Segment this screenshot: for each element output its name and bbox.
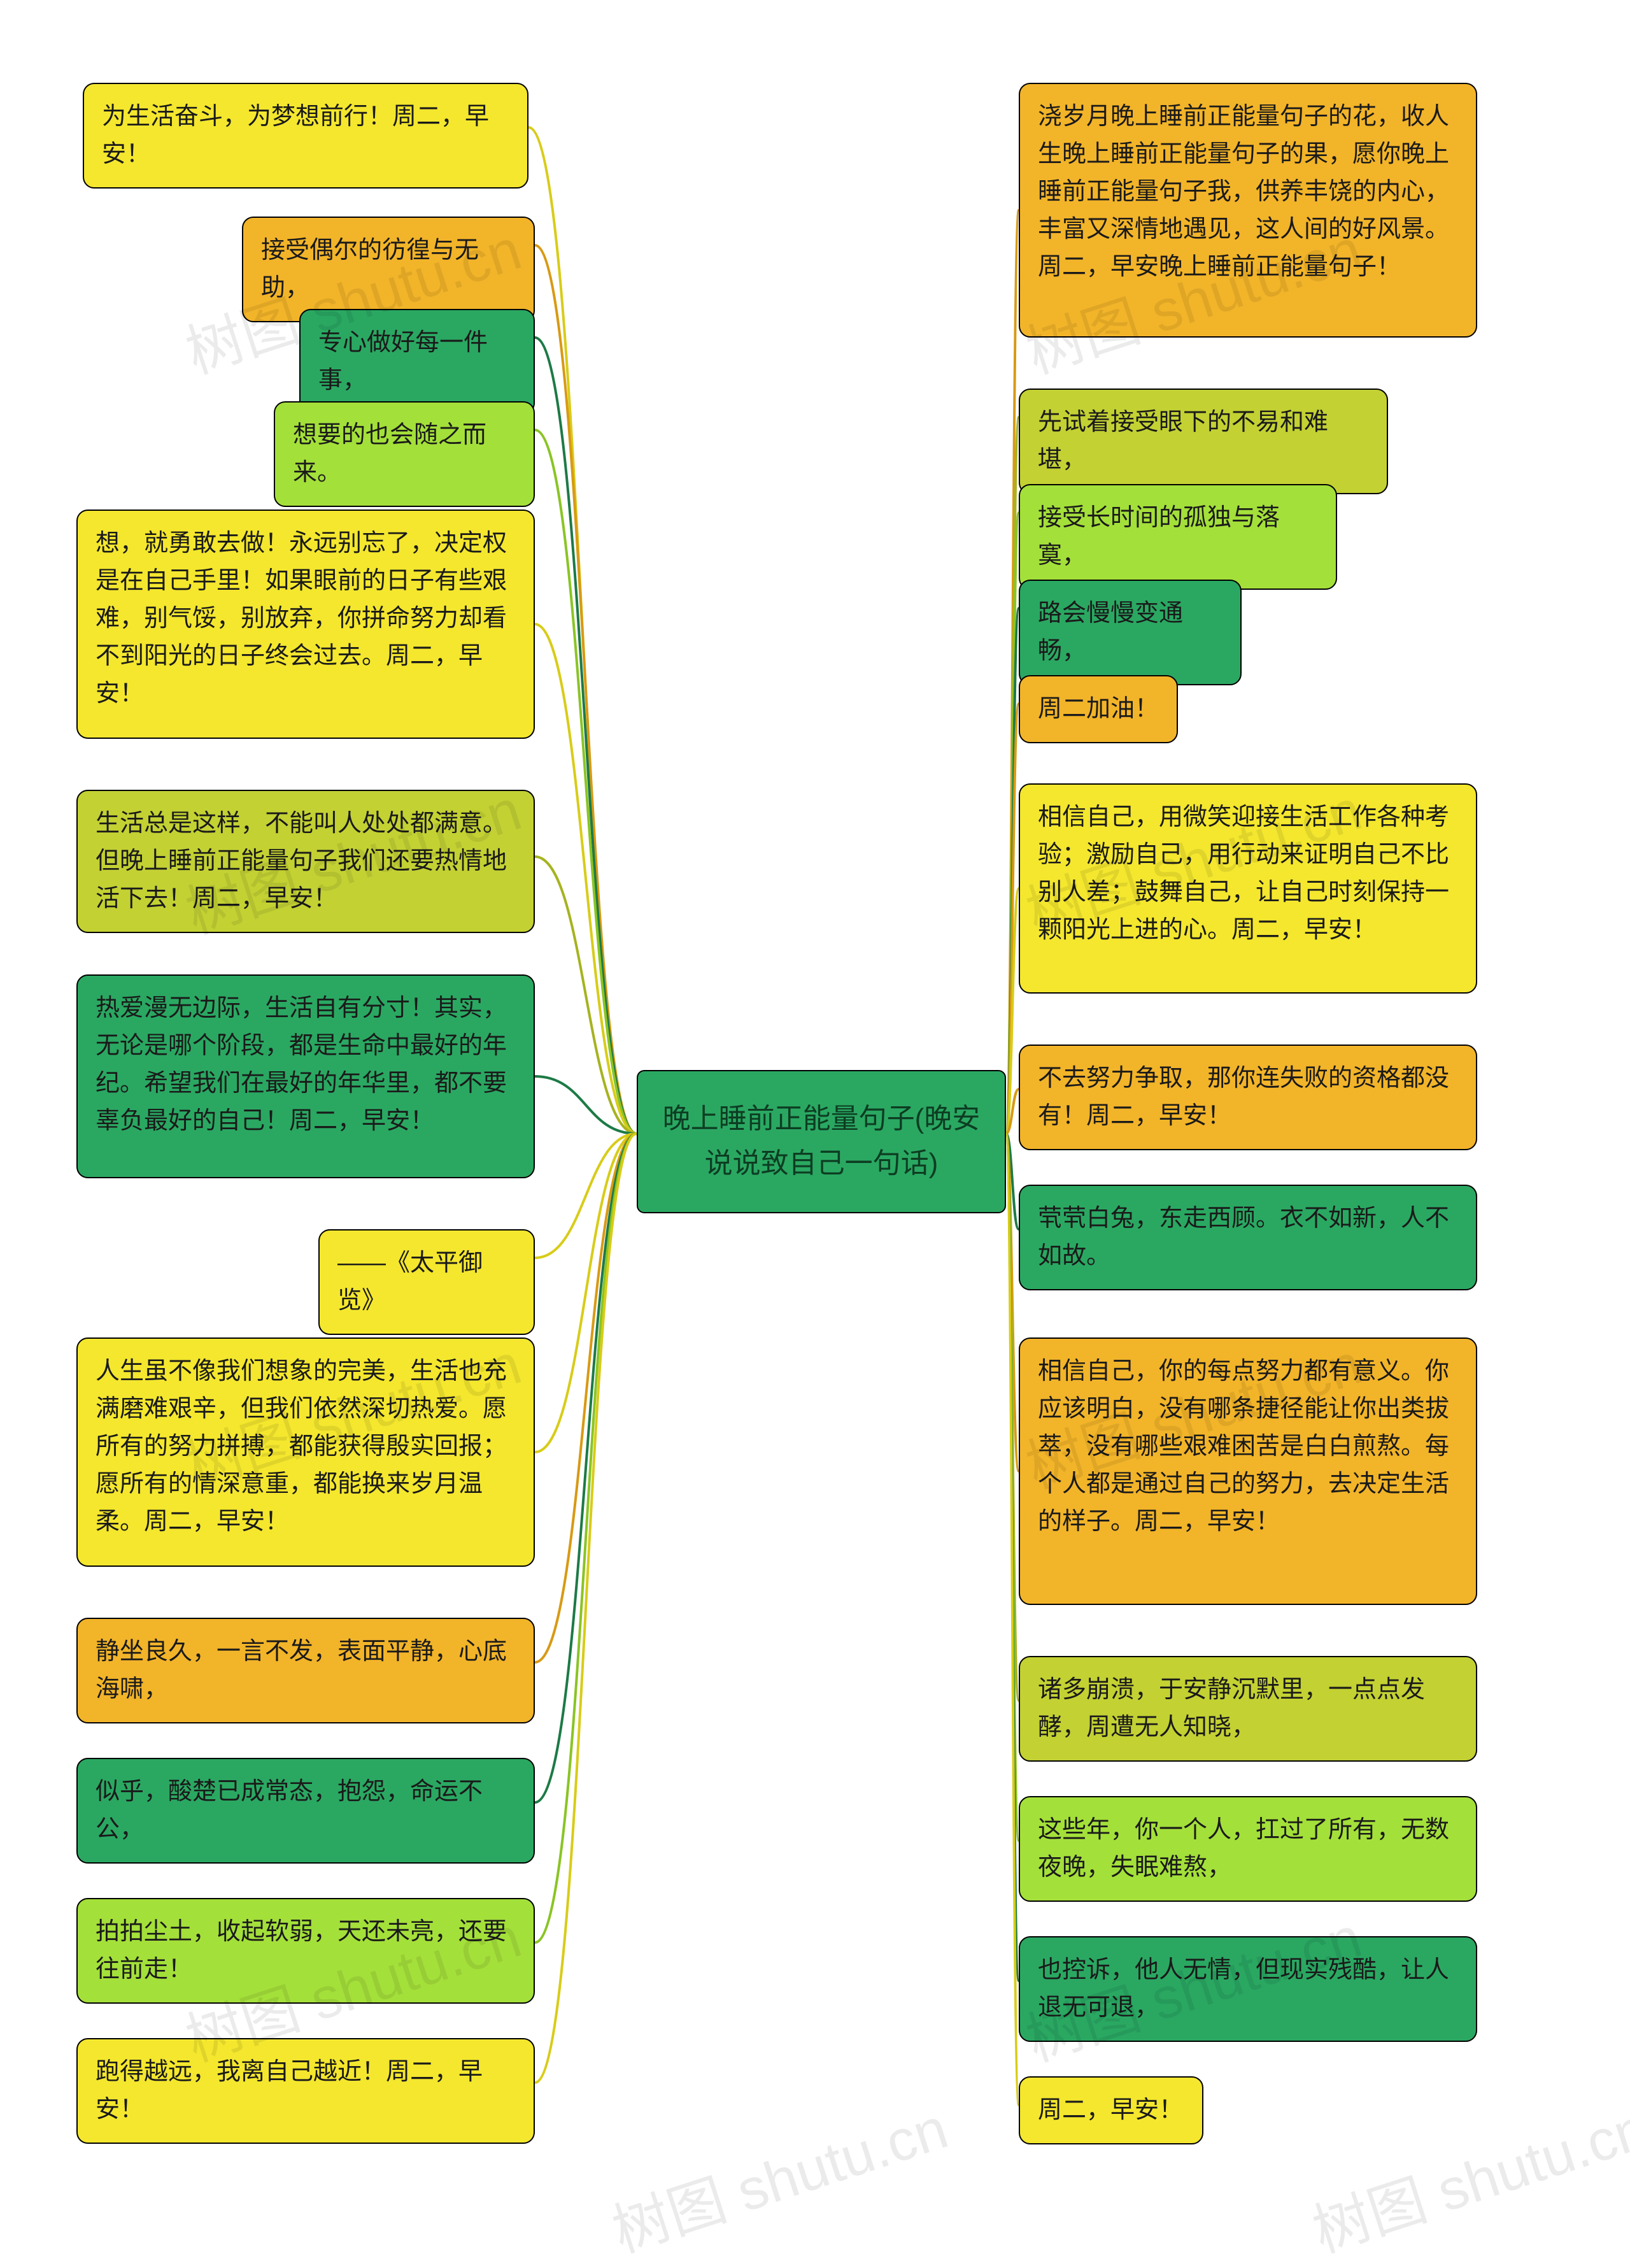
mindmap-node: 浇岁月晚上睡前正能量句子的花，收人生晚上睡前正能量句子的果，愿你晚上睡前正能量句… — [1019, 83, 1477, 338]
mindmap-node: 静坐良久，一言不发，表面平静，心底海啸， — [76, 1618, 535, 1723]
mindmap-node: 路会慢慢变通畅， — [1019, 580, 1242, 685]
mindmap-node: 专心做好每一件事， — [299, 309, 535, 415]
mindmap-canvas: 晚上睡前正能量句子(晚安说说致自己一句话) 为生活奋斗，为梦想前行！周二，早安！ 接… — [0, 0, 1630, 2254]
mindmap-node: 相信自己，你的每点努力都有意义。你应该明白，没有哪条捷径能让你出类拔萃，没有哪些… — [1019, 1337, 1477, 1605]
mindmap-node: 相信自己，用微笑迎接生活工作各种考验；激励自己，用行动来证明自己不比别人差；鼓舞… — [1019, 783, 1477, 994]
mindmap-node: 茕茕白兔，东走西顾。衣不如新，人不如故。 — [1019, 1185, 1477, 1290]
mindmap-node: 诸多崩溃，于安静沉默里，一点点发酵，周遭无人知晓， — [1019, 1656, 1477, 1762]
mindmap-node: 先试着接受眼下的不易和难堪， — [1019, 389, 1388, 494]
mindmap-node: 生活总是这样，不能叫人处处都满意。但晚上睡前正能量句子我们还要热情地活下去！周二… — [76, 790, 535, 933]
mindmap-node: 热爱漫无边际，生活自有分寸！其实，无论是哪个阶段，都是生命中最好的年纪。希望我们… — [76, 974, 535, 1178]
mindmap-node: 跑得越远，我离自己越近！周二，早安！ — [76, 2038, 535, 2144]
watermark: 树图 shutu.cn — [600, 2082, 956, 2268]
center-node: 晚上睡前正能量句子(晚安说说致自己一句话) — [637, 1070, 1006, 1213]
mindmap-node: 似乎，酸楚已成常态，抱怨，命运不公， — [76, 1758, 535, 1864]
mindmap-node: 这些年，你一个人，扛过了所有，无数夜晚，失眠难熬， — [1019, 1796, 1477, 1902]
mindmap-node: 不去努力争取，那你连失败的资格都没有！周二，早安！ — [1019, 1045, 1477, 1150]
mindmap-node: ——《太平御览》 — [318, 1229, 535, 1335]
mindmap-node: 也控诉，他人无情，但现实残酷，让人退无可退， — [1019, 1936, 1477, 2042]
mindmap-node: 想，就勇敢去做！永远别忘了，决定权是在自己手里！如果眼前的日子有些艰难，别气馁，… — [76, 510, 535, 739]
mindmap-node: 拍拍尘土，收起软弱，天还未亮，还要往前走！ — [76, 1898, 535, 2004]
mindmap-node: 人生虽不像我们想象的完美，生活也充满磨难艰辛，但我们依然深切热爱。愿所有的努力拼… — [76, 1337, 535, 1567]
mindmap-node: 为生活奋斗，为梦想前行！周二，早安！ — [83, 83, 528, 189]
mindmap-node: 周二加油！ — [1019, 675, 1178, 743]
mindmap-node: 周二，早安！ — [1019, 2076, 1203, 2144]
mindmap-node: 想要的也会随之而来。 — [274, 401, 535, 507]
watermark: 树图 shutu.cn — [1301, 2082, 1630, 2268]
mindmap-node: 接受长时间的孤独与落寞， — [1019, 484, 1337, 590]
mindmap-node: 接受偶尔的彷徨与无助， — [242, 217, 535, 322]
